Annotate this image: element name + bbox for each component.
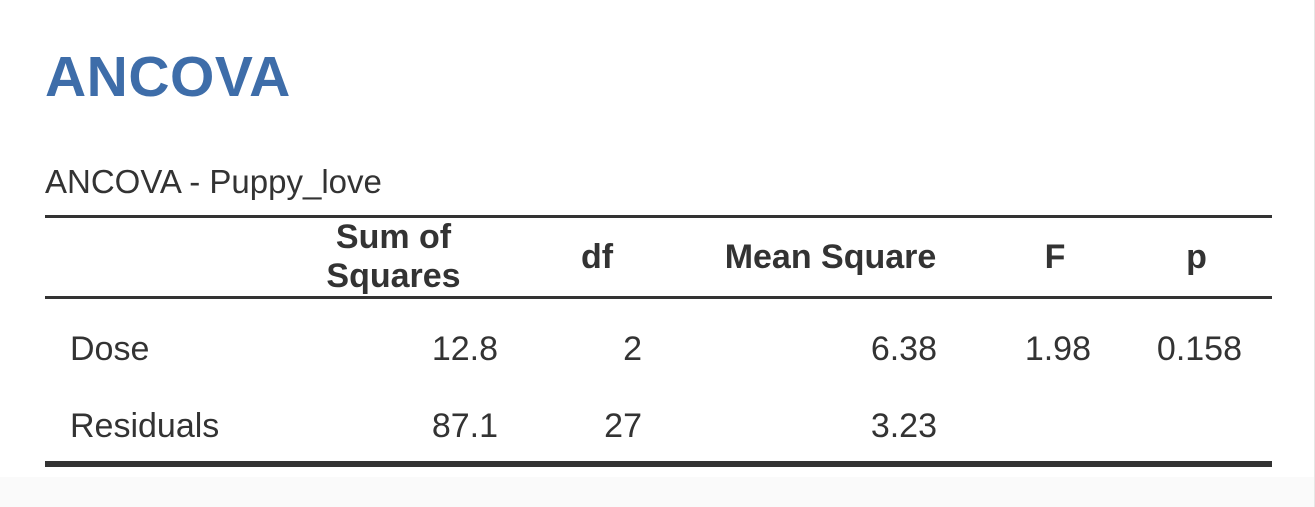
header-df: df [522, 215, 672, 299]
row-label: Dose [70, 329, 150, 368]
header-sum-of-squares: Sum of Squares [265, 215, 522, 299]
cell-f [989, 391, 1121, 467]
cell-f: 1.98 [1024, 329, 1091, 368]
header-f: F [989, 215, 1121, 299]
header-term [45, 215, 265, 299]
header-p: p [1121, 215, 1272, 299]
table-title: ANCOVA - Puppy_love [45, 163, 382, 200]
cell-sum-of-squares: 87.1 [265, 391, 522, 467]
table-header-row: Sum of Squares df Mean Square F p [45, 215, 1272, 299]
cell-p: 0.158 [1156, 329, 1242, 368]
cell-p [1121, 391, 1272, 467]
table-row: Dose 12.8 2 6.38 1.98 0.158 [45, 298, 1272, 392]
panel-footer-shade [0, 477, 1314, 507]
analysis-heading[interactable]: ANCOVA [45, 45, 291, 109]
cell-df: 27 [522, 391, 672, 467]
cell-df: 2 [623, 329, 642, 368]
cell-mean-square: 6.38 [870, 329, 937, 368]
cell-mean-square: 3.23 [672, 391, 989, 467]
ancova-table[interactable]: Sum of Squares df Mean Square F p Dose 1… [45, 215, 1272, 467]
row-label: Residuals [45, 391, 265, 467]
cell-sum-of-squares: 12.8 [431, 329, 498, 368]
table-row: Residuals 87.1 27 3.23 [45, 391, 1272, 467]
header-mean-square: Mean Square [672, 215, 989, 299]
